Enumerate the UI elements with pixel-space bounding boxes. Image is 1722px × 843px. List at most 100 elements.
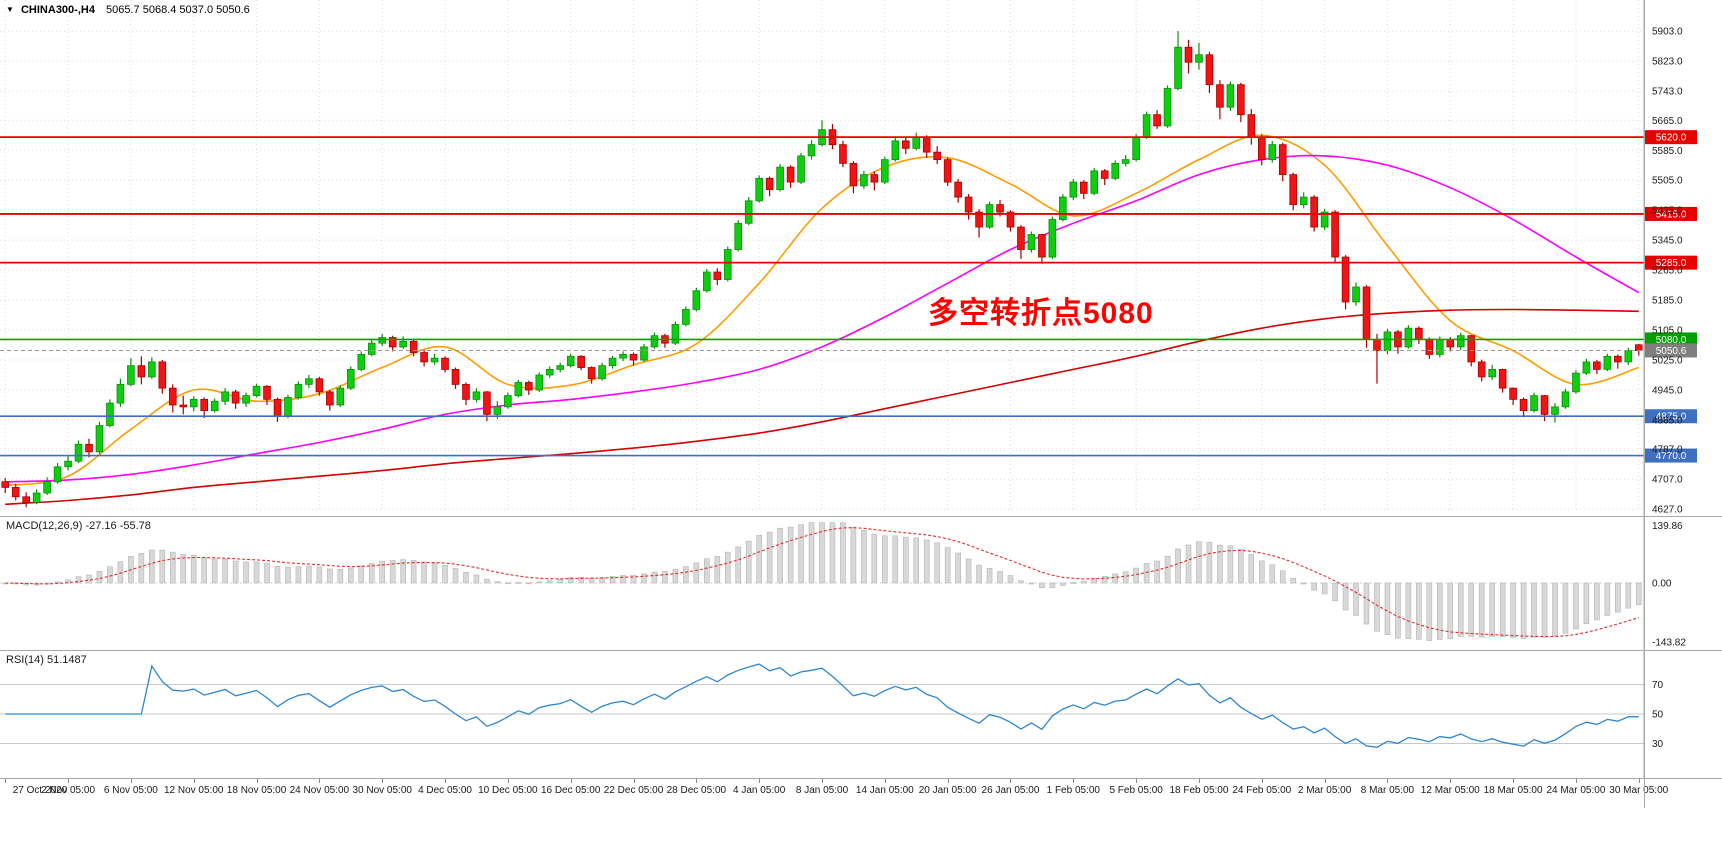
macd-histogram-bar	[117, 561, 124, 584]
time-tick	[696, 779, 698, 783]
candle-down	[409, 340, 418, 353]
macd-histogram-bar	[1321, 582, 1328, 595]
rsi-canvas[interactable]: 70 50 30	[0, 651, 1722, 778]
macd-histogram-bar	[641, 573, 647, 584]
candle-down	[954, 181, 962, 198]
macd-histogram-bar	[787, 526, 794, 584]
time-axis-label: 10 Dec 05:00	[478, 785, 538, 796]
macd-histogram-bar	[934, 542, 940, 584]
price-chart-canvas[interactable]: 5620.0 5415.0 5285.0 5080.0 4875.0 4770.0 5050…	[0, 0, 1722, 516]
rsi-panel[interactable]: 70 50 30 RSI(14) 51.1487	[0, 650, 1722, 778]
candle-down	[587, 367, 596, 380]
candle-down	[1278, 144, 1287, 176]
macd-histogram-bar	[222, 559, 228, 584]
candle-down	[22, 496, 30, 503]
candle-down	[1425, 339, 1434, 355]
candle-up	[221, 391, 229, 402]
macd-histogram-bar	[274, 565, 281, 584]
candle-down	[839, 144, 847, 164]
macd-histogram-bar	[683, 566, 689, 584]
macd-histogram-bar	[149, 549, 155, 584]
candle-down	[11, 486, 20, 498]
macd-histogram-bar	[756, 534, 762, 584]
candle-up	[1121, 159, 1130, 164]
main-chart-panel[interactable]: 5620.0 5415.0 5285.0 5080.0 4875.0 4770.0 5050…	[0, 0, 1722, 516]
candle-up	[807, 144, 816, 157]
candle-up	[1320, 211, 1329, 228]
macd-axis-label: 139.86	[1652, 521, 1683, 532]
candle-down	[137, 365, 146, 378]
candle-up	[1582, 361, 1591, 374]
time-axis[interactable]: 27 Oct 2020 2 Nov 05:00 6 Nov 05:00 12 Nov …	[0, 778, 1722, 843]
candle-up	[545, 368, 554, 376]
macd-histogram-bar	[997, 571, 1003, 584]
candle-up	[1090, 170, 1099, 194]
time-axis-label: 28 Dec 05:00	[666, 785, 727, 796]
candle-down	[1614, 355, 1622, 363]
macd-histogram-bar	[347, 567, 354, 584]
symbol-dropdown-icon[interactable]: ▼	[6, 5, 14, 14]
candle-up	[1488, 368, 1496, 378]
candle-up	[1530, 395, 1538, 412]
macd-histogram-bar	[1562, 582, 1569, 634]
candle-up	[860, 174, 868, 187]
macd-histogram-bar	[1080, 580, 1087, 584]
candle-up	[1383, 331, 1392, 352]
candle-up	[723, 249, 732, 280]
time-tick	[319, 779, 321, 783]
time-tick	[1073, 779, 1075, 783]
macd-histogram-bar	[1101, 576, 1108, 584]
candle-down	[263, 385, 271, 400]
price-axis-label: 4627.0	[1652, 505, 1683, 516]
candle-down	[388, 337, 397, 348]
time-axis-label: 1 Feb 05:00	[1046, 785, 1100, 796]
macd-histogram-bar	[421, 561, 427, 584]
macd-histogram-bar	[400, 559, 406, 584]
candle-up	[1624, 350, 1633, 363]
rsi-axis-label: 70	[1652, 680, 1664, 691]
candle-up	[881, 159, 889, 183]
macd-histogram-bar	[1279, 570, 1286, 584]
macd-histogram-bar	[536, 581, 543, 584]
candle-up	[1059, 196, 1067, 220]
candle-down	[922, 136, 931, 153]
macd-histogram-bar	[96, 571, 103, 584]
macd-histogram-bar	[1206, 541, 1213, 584]
level-price-tag-label: 5080.0	[1656, 335, 1687, 346]
macd-histogram-bar	[1395, 582, 1401, 639]
candle-down	[1477, 361, 1486, 378]
macd-histogram-bar	[1405, 582, 1412, 639]
macd-histogram-bar	[798, 524, 804, 584]
macd-histogram-bar	[169, 551, 176, 584]
time-tick	[822, 779, 823, 783]
time-axis-label: 4 Dec 05:00	[418, 785, 472, 796]
macd-histogram-bar	[704, 558, 710, 584]
macd-histogram-bar	[358, 565, 365, 584]
candle-down	[1247, 114, 1256, 138]
time-tick	[570, 779, 572, 783]
candle-down	[1038, 234, 1046, 258]
candle-up	[1132, 136, 1140, 161]
time-axis-label: 5 Feb 05:00	[1109, 785, 1163, 796]
candle-down	[1373, 339, 1381, 352]
candle-up	[294, 383, 303, 398]
candle-down	[1216, 84, 1224, 108]
macd-histogram-bar	[1332, 582, 1338, 602]
macd-histogram-bar	[1457, 582, 1464, 637]
macd-histogram-bar	[1583, 582, 1590, 625]
annotation-text[interactable]: 多空转折点5080	[928, 297, 1154, 330]
macd-histogram-bar	[1070, 582, 1077, 584]
macd-histogram-bar	[138, 553, 145, 584]
macd-panel[interactable]: 139.86 0.00 -143.82 MACD(12,26,9) -27.16 -…	[0, 516, 1722, 650]
candle-up	[1268, 144, 1277, 161]
candle-down	[577, 355, 585, 368]
candle-up	[598, 365, 606, 380]
macd-canvas[interactable]: 139.86 0.00 -143.82	[0, 517, 1722, 650]
price-axis-label: 5665.0	[1652, 116, 1683, 127]
candle-up	[1456, 335, 1465, 348]
time-axis-label: 24 Mar 05:00	[1546, 785, 1606, 796]
candle-down	[462, 383, 470, 400]
time-axis-label: 12 Mar 05:00	[1420, 785, 1480, 796]
macd-histogram-bar	[745, 540, 752, 584]
price-axis-label: 5265.0	[1652, 266, 1683, 277]
